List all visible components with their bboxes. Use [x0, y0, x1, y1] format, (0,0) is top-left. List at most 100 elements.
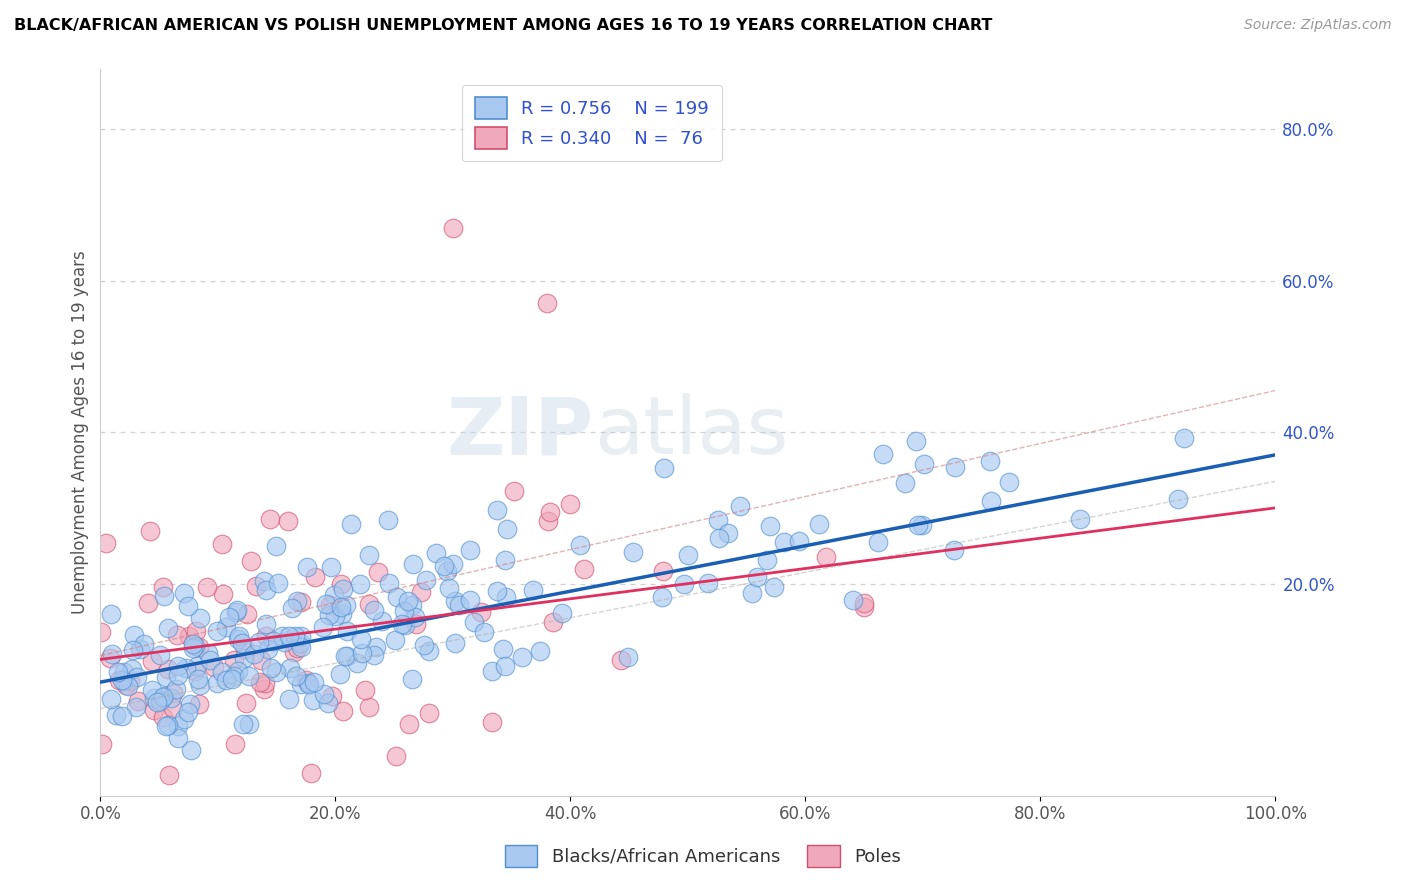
Point — [321, 690, 343, 704]
Legend: R = 0.756    N = 199, R = 0.340    N =  76: R = 0.756 N = 199, R = 0.340 N = 76 — [461, 85, 721, 161]
Point — [538, 505, 561, 519]
Point — [127, 694, 149, 708]
Point — [394, 617, 416, 632]
Point — [503, 483, 526, 498]
Point — [177, 629, 200, 643]
Point — [181, 641, 204, 656]
Point — [323, 588, 346, 602]
Point — [418, 644, 440, 658]
Point — [184, 624, 207, 638]
Point — [112, 665, 135, 680]
Point — [153, 589, 176, 603]
Point — [253, 676, 276, 690]
Point — [411, 584, 433, 599]
Point — [394, 604, 416, 618]
Point — [841, 592, 863, 607]
Point — [290, 677, 312, 691]
Point — [814, 550, 837, 565]
Point — [299, 765, 322, 780]
Point — [652, 461, 675, 475]
Point — [156, 662, 179, 676]
Point — [391, 617, 413, 632]
Point — [108, 673, 131, 688]
Point — [398, 716, 420, 731]
Point — [486, 583, 509, 598]
Point — [405, 617, 427, 632]
Point — [672, 577, 695, 591]
Point — [139, 524, 162, 538]
Point — [222, 652, 245, 666]
Point — [441, 220, 464, 235]
Point — [285, 669, 308, 683]
Point — [253, 574, 276, 588]
Text: BLACK/AFRICAN AMERICAN VS POLISH UNEMPLOYMENT AMONG AGES 16 TO 19 YEARS CORRELAT: BLACK/AFRICAN AMERICAN VS POLISH UNEMPLO… — [14, 18, 993, 33]
Point — [402, 557, 425, 571]
Point — [676, 548, 699, 562]
Point — [247, 634, 270, 648]
Text: ZIP: ZIP — [447, 393, 593, 471]
Point — [120, 673, 142, 688]
Point — [211, 665, 233, 679]
Point — [249, 674, 271, 689]
Point — [228, 629, 250, 643]
Point — [179, 698, 201, 712]
Point — [853, 596, 876, 610]
Point — [346, 656, 368, 670]
Point — [441, 558, 464, 572]
Point — [205, 676, 228, 690]
Point — [181, 637, 204, 651]
Point — [100, 607, 122, 622]
Point — [415, 573, 437, 587]
Point — [443, 636, 465, 650]
Point — [706, 513, 728, 527]
Point — [418, 706, 440, 720]
Point — [254, 582, 277, 597]
Point — [485, 502, 508, 516]
Point — [472, 624, 495, 639]
Point — [447, 598, 470, 612]
Point — [350, 646, 373, 660]
Point — [277, 514, 299, 528]
Point — [197, 580, 219, 594]
Point — [572, 562, 595, 576]
Point — [287, 641, 309, 656]
Point — [536, 296, 558, 310]
Point — [205, 624, 228, 639]
Point — [377, 575, 399, 590]
Point — [152, 690, 174, 704]
Point — [187, 640, 209, 654]
Point — [202, 660, 225, 674]
Point — [458, 543, 481, 558]
Point — [494, 552, 516, 566]
Point — [239, 554, 262, 568]
Point — [385, 590, 408, 604]
Point — [872, 447, 894, 461]
Point — [558, 497, 581, 511]
Point — [157, 768, 180, 782]
Point — [894, 475, 917, 490]
Point — [297, 559, 319, 574]
Point — [537, 514, 560, 528]
Point — [979, 454, 1001, 468]
Point — [136, 596, 159, 610]
Point — [330, 600, 353, 615]
Point — [312, 620, 335, 634]
Point — [433, 559, 456, 574]
Point — [211, 587, 233, 601]
Point — [707, 531, 730, 545]
Point — [218, 609, 240, 624]
Point — [359, 699, 381, 714]
Point — [385, 748, 408, 763]
Point — [278, 661, 301, 675]
Point — [91, 737, 114, 751]
Point — [336, 624, 359, 638]
Point — [425, 545, 447, 559]
Point — [401, 673, 423, 687]
Point — [866, 535, 889, 549]
Point — [318, 598, 340, 612]
Point — [401, 598, 423, 612]
Point — [184, 639, 207, 653]
Point — [290, 635, 312, 649]
Point — [759, 519, 782, 533]
Point — [550, 607, 572, 621]
